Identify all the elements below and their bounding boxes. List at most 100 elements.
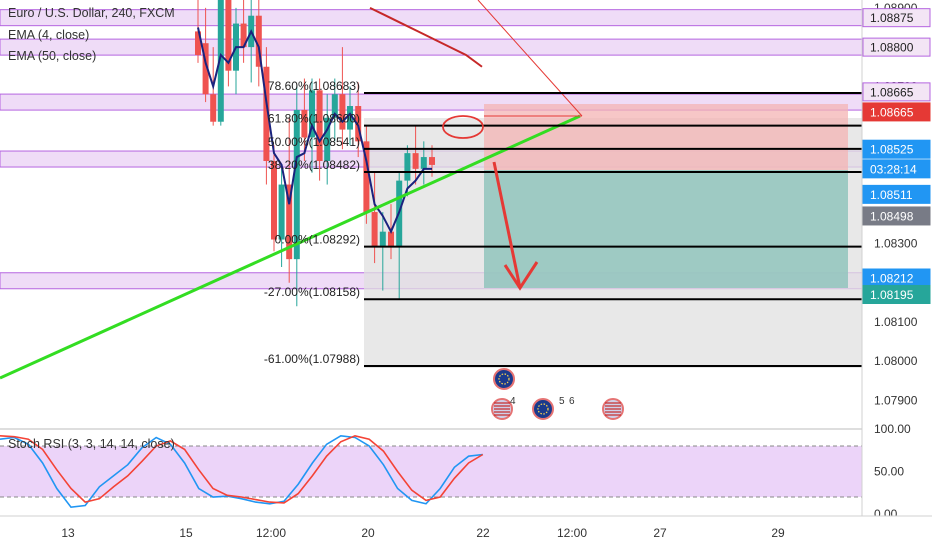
stoch-tick-label: 50.00	[874, 465, 904, 479]
time-axis-bg	[0, 516, 932, 550]
resistance-diagonal	[477, 0, 583, 117]
candle-body	[347, 106, 353, 130]
price-tick-label: 1.08300	[874, 236, 918, 250]
price-tick-label: 1.08100	[874, 315, 918, 329]
fib-level-label: 78.60%(1.08683)	[268, 79, 360, 93]
candle-body	[331, 94, 338, 118]
price-badge	[862, 102, 931, 122]
price-badge	[862, 139, 931, 159]
flag-stars	[537, 403, 549, 415]
lines-layer	[0, 0, 583, 380]
stoch-tick-label: 100.00	[874, 422, 911, 436]
trend-line	[0, 114, 581, 380]
time-tick-label: 15	[179, 526, 193, 540]
candle-body	[240, 23, 247, 48]
price-badge-label: 1.08195	[870, 288, 914, 302]
candle-body	[301, 109, 308, 138]
time-tick-label: 22	[476, 526, 490, 540]
price-badge	[862, 37, 931, 57]
price-badge-label: 1.08875	[870, 11, 914, 25]
candle-body	[339, 94, 346, 130]
price-badge	[862, 184, 931, 204]
take-profit-zone	[484, 170, 848, 288]
fib-level-label: -61.00%(1.07988)	[264, 352, 360, 366]
candle-body	[278, 184, 285, 240]
candle-body	[202, 43, 209, 95]
price-badge	[862, 82, 931, 102]
candle-body	[217, 0, 224, 122]
time-tick-label: 12:00	[256, 526, 286, 540]
candle-body	[210, 94, 217, 122]
price-badge-label: 1.08800	[870, 41, 914, 55]
candle-body	[225, 0, 232, 71]
candle-body	[388, 231, 394, 248]
candle-body	[363, 141, 370, 213]
price-badge-label: 03:28:14	[870, 162, 917, 176]
candle-body	[309, 90, 315, 138]
stoch-band	[0, 446, 862, 497]
time-tick-label: 29	[771, 526, 785, 540]
price-tick-label: 1.07900	[874, 394, 918, 408]
candle-body	[293, 109, 300, 260]
stoch-k-line	[0, 434, 483, 509]
fib-level-label: 0.00%(1.08292)	[275, 233, 360, 247]
price-badge	[862, 206, 931, 226]
down-arrow-shaft	[492, 161, 522, 289]
candle-body	[412, 153, 419, 169]
price-badge-label: 1.08525	[870, 143, 914, 157]
fib-level-label: 38.20%(1.08482)	[268, 158, 360, 172]
stoch-layer	[0, 428, 862, 509]
eu-flag-icon	[493, 368, 515, 390]
time-tick-label: 12:00	[557, 526, 587, 540]
price-badge-label: 1.08665	[870, 105, 914, 119]
highlight-ellipse	[442, 115, 484, 139]
stoch-d-line	[0, 434, 484, 504]
chart-title: Euro / U.S. Dollar, 240, FXCM	[8, 6, 175, 20]
fib-level-label: 61.80%(1.08600)	[268, 112, 360, 126]
fib-layer: 78.60%(1.08683) 61.80%(1.08600) 50.00%(1.0…	[264, 79, 862, 367]
candle-body	[379, 231, 386, 248]
fib-level-label: 50.00%(1.08541)	[268, 135, 360, 149]
price-tick-label: 1.08000	[874, 354, 918, 368]
down-arrow-head	[503, 261, 539, 291]
candle-body	[355, 106, 362, 142]
event-count-label: 5	[559, 396, 565, 407]
time-tick-label: 20	[361, 526, 375, 540]
candle-body	[263, 66, 270, 161]
price-badge-label: 1.08665	[870, 85, 914, 99]
candle-body	[286, 184, 293, 260]
candle-body	[316, 90, 323, 161]
price-badge-label: 1.08498	[870, 209, 914, 223]
candle-body	[371, 212, 378, 248]
price-badge	[862, 8, 931, 28]
price-badge-label: 1.08212	[870, 272, 914, 286]
event-count-label: 4	[510, 396, 516, 407]
ema4-legend: EMA (4, close)	[8, 28, 90, 42]
candle-body	[271, 160, 277, 240]
price-badge-label: 1.08511	[870, 188, 913, 202]
candle-body	[195, 31, 201, 55]
candle-body	[404, 153, 411, 181]
fib-level-label: -27.00%(1.08158)	[264, 285, 360, 299]
price-badge	[862, 159, 931, 179]
candle-body	[255, 15, 262, 67]
event-count-label: 6	[569, 396, 575, 407]
flag-stars	[498, 373, 510, 385]
candle-body	[420, 157, 427, 169]
ema50-legend: EMA (50, close)	[8, 49, 97, 63]
candle-body	[429, 157, 435, 165]
stop-loss-zone	[484, 104, 848, 170]
ema50-line	[369, 6, 483, 68]
zones-layer	[0, 9, 863, 368]
candle-body	[324, 117, 331, 161]
ema4-line	[197, 27, 432, 235]
stoch-legend: Stoch RSI (3, 3, 14, 14, close)	[8, 437, 175, 451]
time-tick-label: 13	[61, 526, 75, 540]
time-tick-label: 27	[653, 526, 667, 540]
price-badge	[862, 284, 931, 304]
resistance-zone	[0, 38, 863, 56]
eu-flag-icon	[532, 398, 554, 420]
